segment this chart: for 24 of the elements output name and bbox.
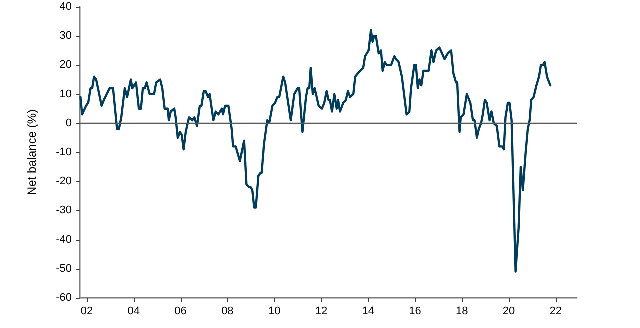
x-tick-label: 18	[456, 306, 468, 318]
x-tick-label: 10	[268, 306, 281, 318]
y-tick-label: 40	[60, 1, 72, 13]
x-tick-label: 08	[222, 306, 234, 318]
x-tick-label: 14	[362, 306, 374, 318]
y-tick-label: 30	[60, 30, 72, 42]
y-tick-label: -20	[56, 176, 72, 188]
x-tick-label: 12	[315, 306, 328, 318]
y-tick-label: -60	[56, 292, 72, 304]
x-tick-label: 16	[409, 306, 422, 318]
x-tick-label: 22	[550, 306, 562, 318]
y-tick-label: -10	[56, 146, 72, 158]
y-tick-label: 10	[60, 88, 72, 100]
y-tick-label: 20	[60, 59, 72, 72]
x-tick-label: 20	[502, 306, 516, 318]
y-tick-label: -50	[56, 262, 72, 275]
line-series	[80, 29, 552, 273]
y-tick-label: -40	[56, 234, 72, 246]
y-tick-label: 0	[66, 117, 72, 130]
x-tick-label: 06	[174, 306, 187, 318]
y-tick-label: -30	[56, 204, 72, 217]
x-tick-label: 04	[128, 306, 140, 318]
x-tick-label: 02	[80, 306, 94, 318]
y-axis-title: Net balance (%)	[25, 109, 39, 196]
